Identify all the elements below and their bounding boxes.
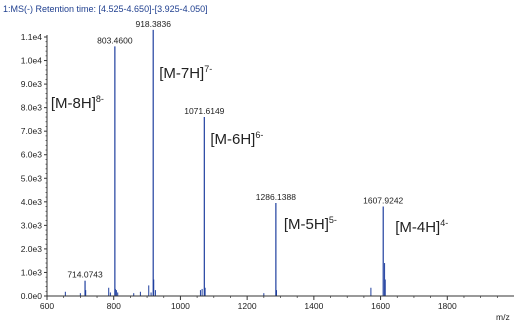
ion-formula: [M-5H] (284, 216, 329, 233)
y-tick-label: 8.0e3 (21, 103, 43, 113)
y-tick-label: 0.0e0 (21, 291, 43, 301)
ion-annotation: [M-7H]7- (159, 64, 212, 82)
ion-annotation: [M-8H]8- (51, 94, 104, 112)
y-tick-label: 1.1e4 (21, 32, 43, 42)
axes-layer (44, 35, 514, 300)
ion-formula: [M-8H] (51, 95, 96, 112)
x-tick-label: 1200 (238, 301, 257, 311)
y-tick-label: 5.0e3 (21, 173, 43, 183)
ion-annotation: [M-6H]6- (210, 130, 263, 148)
ion-charge: 8- (96, 94, 104, 104)
chart-title: 1:MS(-) Retention time: [4.525-4.650]-[3… (3, 4, 208, 14)
peak-label: 714.0743 (67, 270, 103, 280)
y-tick-label: 2.0e3 (21, 244, 43, 254)
y-tick-label: 1.0e3 (21, 267, 43, 277)
y-tick-label: 4.0e3 (21, 197, 43, 207)
y-tick-label: 3.0e3 (21, 220, 43, 230)
ion-charge: 5- (329, 215, 337, 225)
x-tick-label: 1800 (438, 301, 457, 311)
ion-charge: 7- (204, 64, 212, 74)
ion-annotation: [M-4H]4- (395, 218, 448, 236)
ion-formula: [M-4H] (395, 219, 440, 236)
x-tick-label: 1000 (171, 301, 190, 311)
ion-formula: [M-7H] (159, 65, 204, 82)
x-axis-label: m/z (496, 312, 510, 322)
peak-label: 1286.1388 (256, 192, 296, 202)
ion-charge: 6- (255, 130, 263, 140)
y-tick-label: 1.0e4 (21, 56, 43, 66)
y-tick-label: 6.0e3 (21, 150, 43, 160)
ion-formula: [M-6H] (210, 131, 255, 148)
peaks-layer (64, 29, 386, 296)
x-tick-label: 1400 (304, 301, 323, 311)
y-tick-label: 9.0e3 (21, 79, 43, 89)
labels-layer: 0.0e0 1.0e3 2.0e3 3.0e3 4.0e3 5.0e3 6.0e3 7.0e3… (21, 19, 457, 311)
y-tick-label: 7.0e3 (21, 126, 43, 136)
peak-label: 803.4600 (97, 35, 133, 45)
ion-annotation: [M-5H]5- (284, 215, 337, 233)
peak-label: 1607.9242 (363, 196, 403, 206)
x-tick-label: 1600 (371, 301, 390, 311)
x-tick-label: 600 (40, 301, 54, 311)
x-tick-label: 800 (107, 301, 121, 311)
peak-label: 918.3836 (135, 19, 171, 29)
peak-label: 1071.6149 (184, 106, 224, 116)
ion-charge: 4- (440, 218, 448, 228)
